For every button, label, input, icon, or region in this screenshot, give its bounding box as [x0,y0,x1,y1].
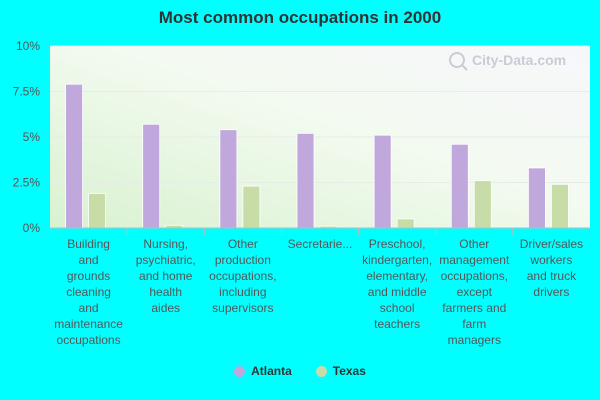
bar-atlanta-0 [65,83,83,229]
x-tick-label: workers [529,253,572,267]
bar-atlanta-3 [296,132,315,229]
x-tick-label: including [219,285,266,299]
category-labels: Building and grounds cleaning and maintenance… [54,237,583,347]
bar-atlanta-6 [528,167,546,229]
x-tick-label: occupations, [209,269,276,283]
bar-texas-0 [88,193,106,229]
x-tick-label: elementary, [366,269,428,283]
x-tick-label: farmers and [442,301,506,315]
x-tick-label: supervisors [212,301,273,315]
grid [50,45,590,183]
x-tick-label: production [215,253,271,267]
bar-texas-5 [473,180,492,229]
watermark: City-Data.com [449,52,566,71]
x-tick-label: Other [459,237,489,251]
x-tick-label: aides [151,301,180,315]
y-tick-label: 2.5% [13,176,41,190]
x-tick-label: management [439,253,510,267]
x-tick-label: Building [67,237,110,251]
legend-item-atlanta: Atlanta [234,364,292,378]
x-tick-label: farm [462,317,486,331]
x-tick-label: except [457,285,493,299]
bar-texas-6 [551,183,569,229]
x-tick-label: psychiatric, [136,253,196,267]
axes: 0% 2.5% 5% 7.5% 10% [13,39,590,236]
x-tick-label: grounds [67,269,110,283]
legend: Atlanta Texas [0,364,600,378]
x-tick-label: occupations [57,333,121,347]
x-tick-label: and truck [527,269,577,283]
bars [65,83,569,229]
bar-texas-2 [242,185,261,229]
x-tick-label: and [79,253,99,267]
x-tick-label: Driver/sales [520,237,583,251]
bar-atlanta-4 [373,134,392,229]
x-tick-label: health [149,285,182,299]
bar-texas-4 [396,218,415,229]
x-tick-label: Secretarie... [288,237,353,251]
x-tick-label: and [79,301,99,315]
bar-atlanta-1 [142,123,161,229]
x-tick-label: managers [448,333,501,347]
y-tick-label: 7.5% [13,85,41,99]
x-tick-label: teachers [374,317,420,331]
x-tick-label: kindergarten, [362,253,432,267]
y-tick-label: 10% [16,39,40,53]
watermark-text: City-Data.com [472,52,566,68]
x-tick-label: and home [139,269,193,283]
x-tick-label: cleaning [66,285,111,299]
legend-swatch-texas [315,365,327,377]
legend-label-texas: Texas [332,364,366,378]
x-tick-label: Nursing, [143,237,188,251]
x-tick-label: and middle [368,285,427,299]
chart-title: Most common occupations in 2000 [158,8,442,27]
legend-swatch-atlanta [234,365,246,377]
y-tick-label: 0% [23,221,41,235]
y-tick-label: 5% [23,130,41,144]
x-tick-label: maintenance [54,317,123,331]
x-tick-label: school [380,301,415,315]
x-tick-label: occupations, [441,269,508,283]
bar-atlanta-5 [450,143,469,229]
x-tick-label: drivers [533,285,569,299]
legend-item-texas: Texas [315,364,366,378]
bar-atlanta-2 [219,129,238,229]
legend-label-atlanta: Atlanta [251,364,292,378]
x-tick-label: Preschool, [369,237,426,251]
x-tick-label: Other [228,237,258,251]
